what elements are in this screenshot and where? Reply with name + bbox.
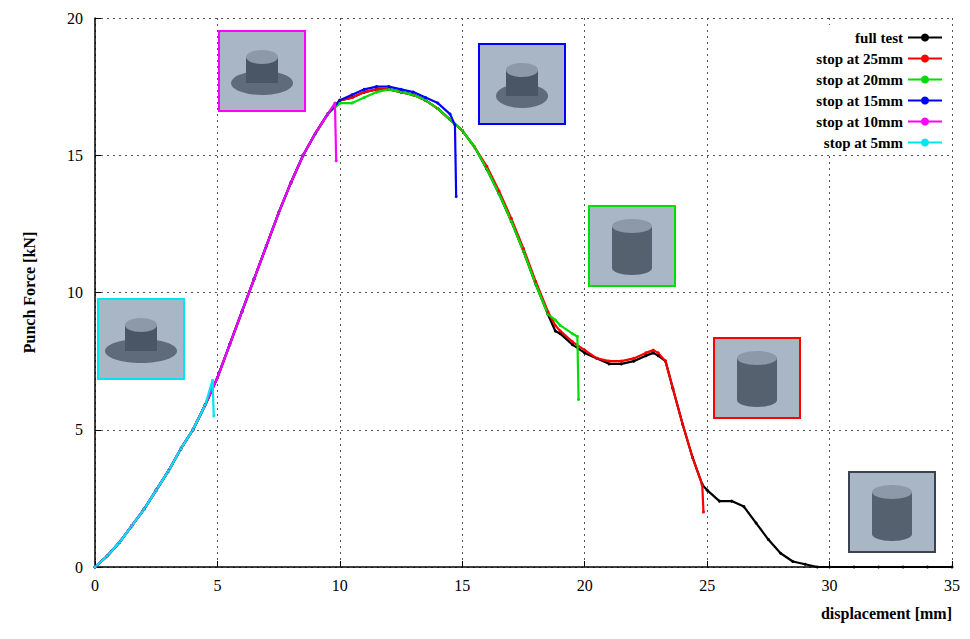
svg-text:20: 20 xyxy=(577,577,593,594)
svg-text:5: 5 xyxy=(75,421,83,438)
svg-text:stop at 5mm: stop at 5mm xyxy=(824,135,904,151)
svg-text:15: 15 xyxy=(67,147,83,164)
svg-text:full test: full test xyxy=(855,30,903,46)
svg-text:0: 0 xyxy=(91,577,99,594)
svg-text:stop at 10mm: stop at 10mm xyxy=(816,114,903,130)
svg-text:35: 35 xyxy=(944,577,960,594)
svg-text:stop at 25mm: stop at 25mm xyxy=(816,51,903,67)
svg-text:10: 10 xyxy=(332,577,348,594)
svg-text:displacement [mm]: displacement [mm] xyxy=(821,605,952,623)
svg-text:Punch Force [kN]: Punch Force [kN] xyxy=(21,232,38,353)
svg-text:20: 20 xyxy=(67,10,83,27)
svg-text:stop at 15mm: stop at 15mm xyxy=(816,93,903,109)
svg-text:15: 15 xyxy=(454,577,470,594)
svg-text:25: 25 xyxy=(699,577,715,594)
svg-text:10: 10 xyxy=(67,284,83,301)
svg-text:stop at 20mm: stop at 20mm xyxy=(816,72,903,88)
svg-text:30: 30 xyxy=(822,577,838,594)
svg-text:5: 5 xyxy=(213,577,221,594)
svg-text:0: 0 xyxy=(75,559,83,576)
